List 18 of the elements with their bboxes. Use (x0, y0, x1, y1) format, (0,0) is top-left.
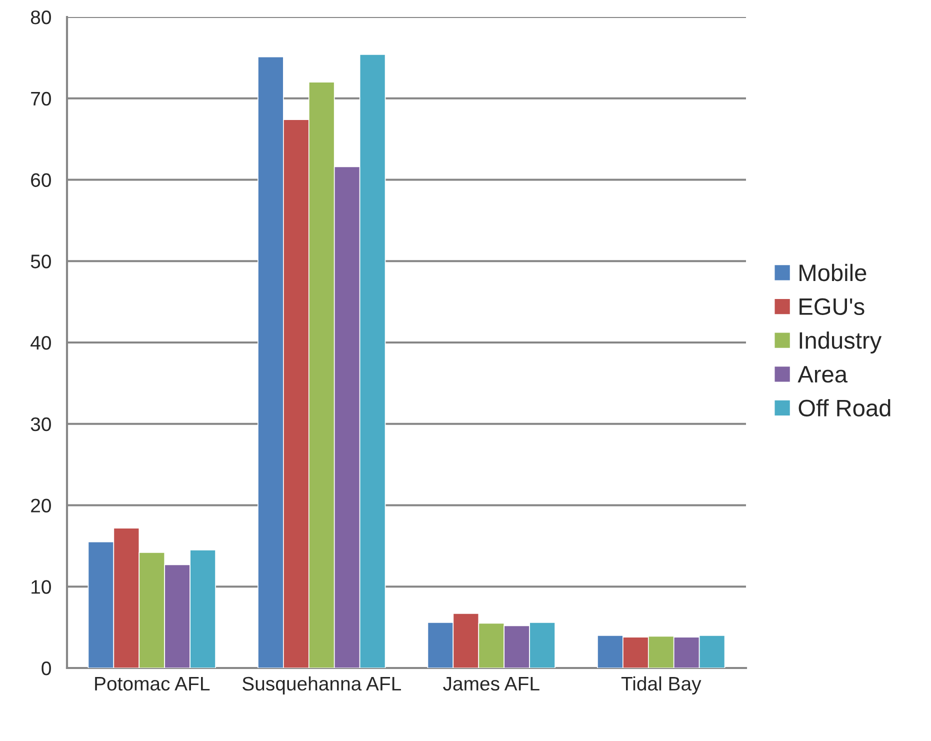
x-tick-label: Tidal Bay (621, 676, 702, 694)
x-tick-label: Potomac AFL (95, 677, 210, 691)
y-tick-label: 50 (30, 254, 51, 268)
y-tick-label: 70 (31, 92, 51, 106)
y-tick-label: 10 (32, 580, 51, 594)
y-tick-label: 30 (30, 417, 51, 432)
x-tick-label: James AFL (443, 677, 540, 691)
legend-label: EGU's (800, 298, 864, 316)
legend-label: Off Road (798, 399, 890, 416)
legend-label: Area (798, 366, 848, 383)
y-tick-label: 0 (42, 661, 51, 676)
y-tick-label: 20 (31, 498, 51, 512)
y-tick-label: 40 (30, 336, 51, 350)
legend-label: Mobile (800, 264, 866, 282)
legend-label: Industry (800, 331, 882, 354)
x-tick-label: Susquehanna AFL (242, 676, 401, 694)
y-tick-label: 80 (30, 10, 51, 24)
y-tick-label: 60 (31, 173, 51, 187)
